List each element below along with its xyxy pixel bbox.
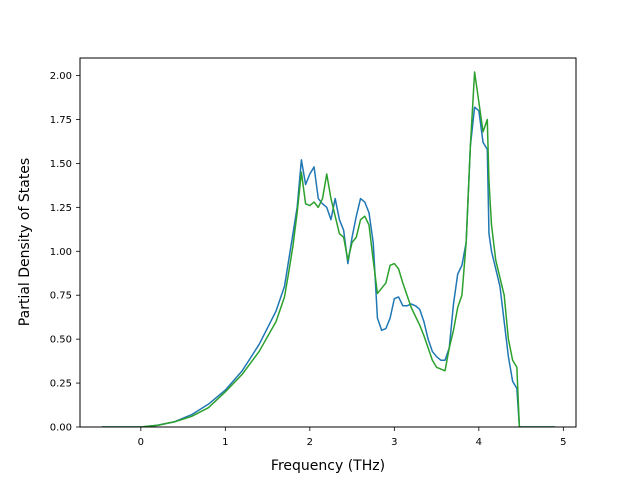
y-axis-ticks: 0.00 0.25 0.50 0.75 1.00 1.25 1.50 1.75 2.00 [50,71,80,434]
y-tick-label: 0.50 [50,335,72,346]
y-tick-label: 0.75 [50,291,72,302]
y-axis-title: Partial Density of States [17,158,33,326]
plot-frame [79,57,577,428]
x-tick-label: 3 [391,437,397,448]
y-tick-label: 2.00 [50,71,72,82]
y-tick-label: 1.75 [50,115,72,126]
y-tick-label: 1.25 [50,203,72,214]
y-tick-label: 1.00 [50,247,72,258]
series-line-2 [101,71,555,427]
x-tick-label: 4 [476,437,482,448]
x-tick-label: 0 [138,437,144,448]
x-axis-ticks: 0 1 2 3 4 5 [138,427,567,448]
x-tick-label: 2 [307,437,313,448]
x-tick-label: 1 [222,437,228,448]
y-tick-label: 0.25 [50,379,72,390]
series-line-1 [101,106,555,427]
plot-content [101,71,555,427]
x-axis-title: Frequency (THz) [271,458,385,474]
y-tick-label: 1.50 [50,159,72,170]
y-tick-label: 0.00 [50,423,72,434]
x-tick-label: 5 [560,437,566,448]
